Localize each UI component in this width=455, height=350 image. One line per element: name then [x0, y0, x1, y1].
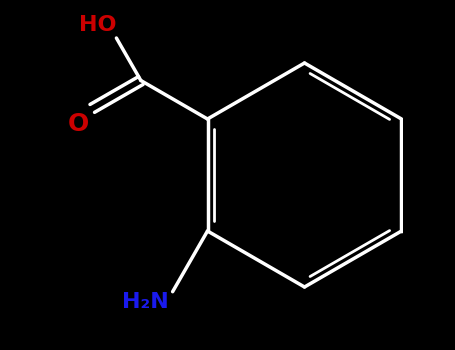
Text: O: O	[67, 112, 89, 136]
Text: HO: HO	[79, 14, 116, 35]
Text: H₂N: H₂N	[122, 292, 169, 312]
